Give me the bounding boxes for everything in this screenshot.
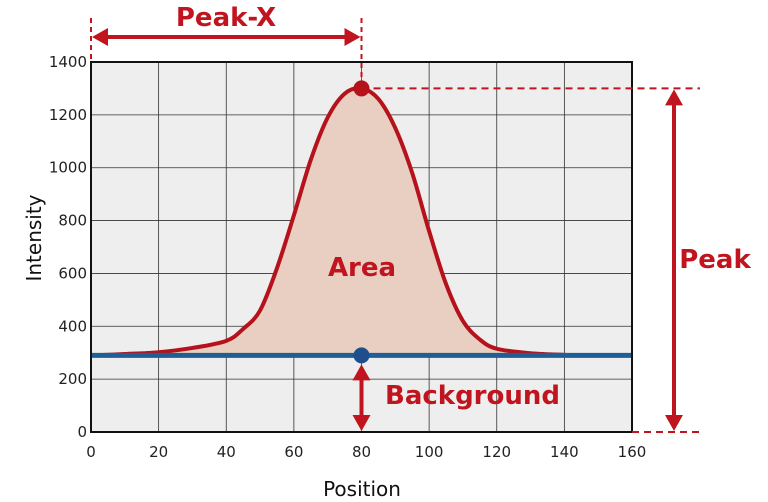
y-tick-label: 1400 [49,53,87,71]
peak-x-arrow-head-right [344,28,361,46]
x-tick-labels: 0 20 40 60 80 100 120 140 160 [86,443,646,461]
area-fill [91,88,632,356]
annotation-background: Background [385,381,560,411]
x-axis-title: Position [323,477,401,501]
peak-arrow-head-up [665,89,683,106]
background-arrow-head-down [352,415,371,431]
peak-point [353,80,370,97]
peak-x-arrow-head-left [92,28,108,46]
y-tick-label: 1000 [49,159,87,177]
x-tick-label: 60 [284,443,303,461]
y-tick-label: 800 [58,212,87,230]
y-tick-label: 400 [58,317,87,335]
x-tick-label: 160 [618,443,647,461]
marker-points [353,80,370,364]
x-tick-label: 140 [550,443,579,461]
annotation-peak-x: Peak-X [176,3,276,33]
y-tick-label: 0 [77,423,87,441]
background-arrow-head-up [352,364,371,381]
background-point [353,347,370,364]
y-tick-label: 600 [58,264,87,282]
x-tick-label: 120 [482,443,511,461]
annotation-area: Area [328,253,396,283]
x-tick-label: 20 [149,443,168,461]
x-tick-label: 100 [415,443,444,461]
x-tick-label: 80 [352,443,371,461]
annotations [90,18,700,433]
y-axis-title: Intensity [22,194,46,281]
y-tick-label: 200 [58,370,87,388]
annotation-peak: Peak [679,245,751,275]
plot-frame [90,61,633,433]
x-tick-label: 40 [217,443,236,461]
peak-arrow-head-down [665,415,683,431]
y-tick-label: 1200 [49,106,87,124]
y-tick-labels: 0 200 400 600 800 1000 1200 1400 [49,53,87,441]
x-tick-label: 0 [86,443,96,461]
